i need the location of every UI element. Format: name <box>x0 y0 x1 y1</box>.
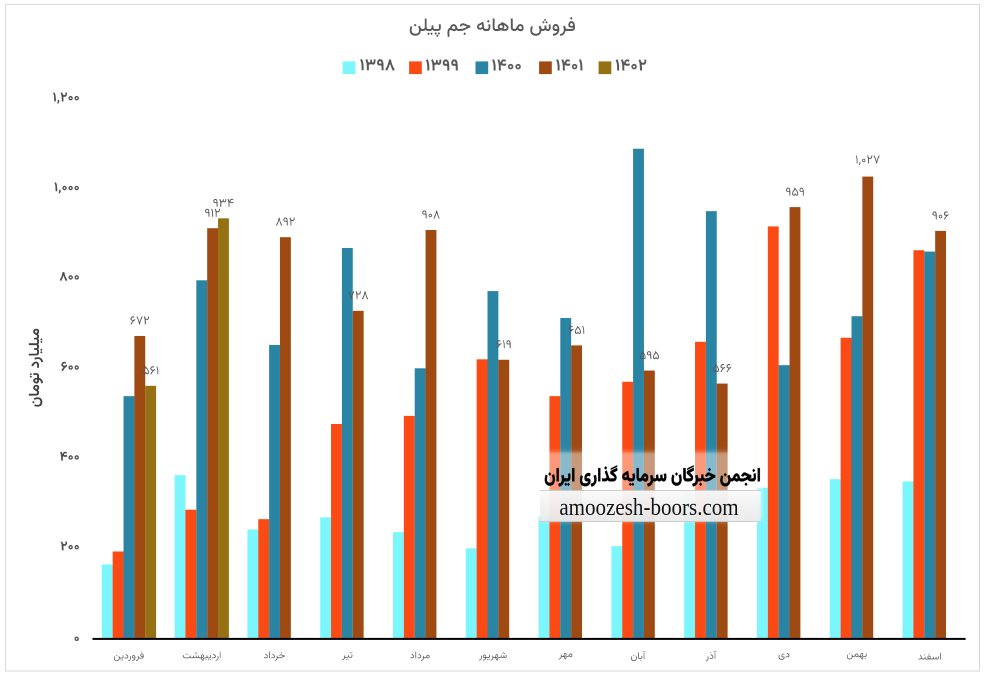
svg-text:amoozesh-boors.com: amoozesh-boors.com <box>559 493 739 520</box>
